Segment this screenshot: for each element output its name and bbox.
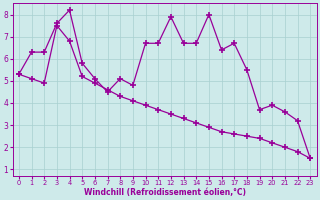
- X-axis label: Windchill (Refroidissement éolien,°C): Windchill (Refroidissement éolien,°C): [84, 188, 245, 197]
